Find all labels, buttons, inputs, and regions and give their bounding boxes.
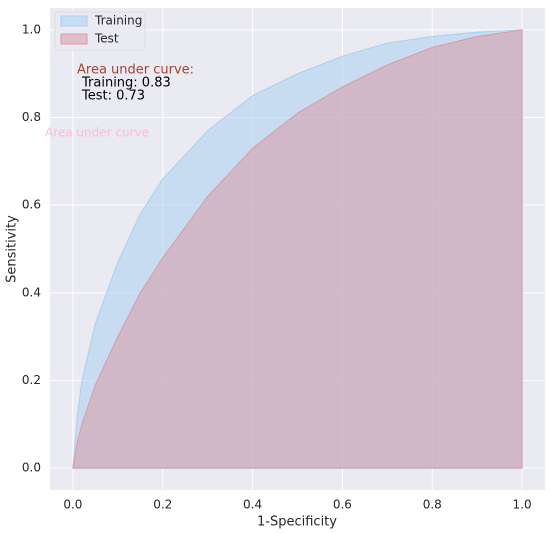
annotation-line: Test: 0.73 xyxy=(81,89,145,104)
y-tick-label: 0.4 xyxy=(22,285,41,299)
y-tick-label: 0.2 xyxy=(22,373,41,387)
x-tick-label: 0.6 xyxy=(333,498,352,512)
roc-area xyxy=(72,29,523,469)
legend-swatch xyxy=(60,33,88,45)
faint-label: Area under curve xyxy=(45,126,149,140)
x-tick-label: 0.0 xyxy=(63,498,82,512)
x-tick-label: 0.2 xyxy=(153,498,172,512)
legend-label: Training xyxy=(94,14,142,28)
legend-swatch xyxy=(60,15,88,27)
x-axis-label: 1-Specificity xyxy=(257,515,337,530)
x-tick-label: 0.4 xyxy=(243,498,262,512)
annotation-title: Area under curve: xyxy=(77,63,194,78)
x-tick-label: 0.8 xyxy=(423,498,442,512)
y-tick-label: 0.6 xyxy=(22,198,41,212)
y-tick-label: 1.0 xyxy=(22,22,41,36)
y-axis-label: Sensitivity xyxy=(5,215,20,283)
legend-label: Test xyxy=(94,32,119,46)
annotation-line: Training: 0.83 xyxy=(81,76,171,91)
x-tick-label: 1.0 xyxy=(513,498,532,512)
y-tick-label: 0.8 xyxy=(22,110,41,124)
y-tick-label: 0.0 xyxy=(22,461,41,475)
